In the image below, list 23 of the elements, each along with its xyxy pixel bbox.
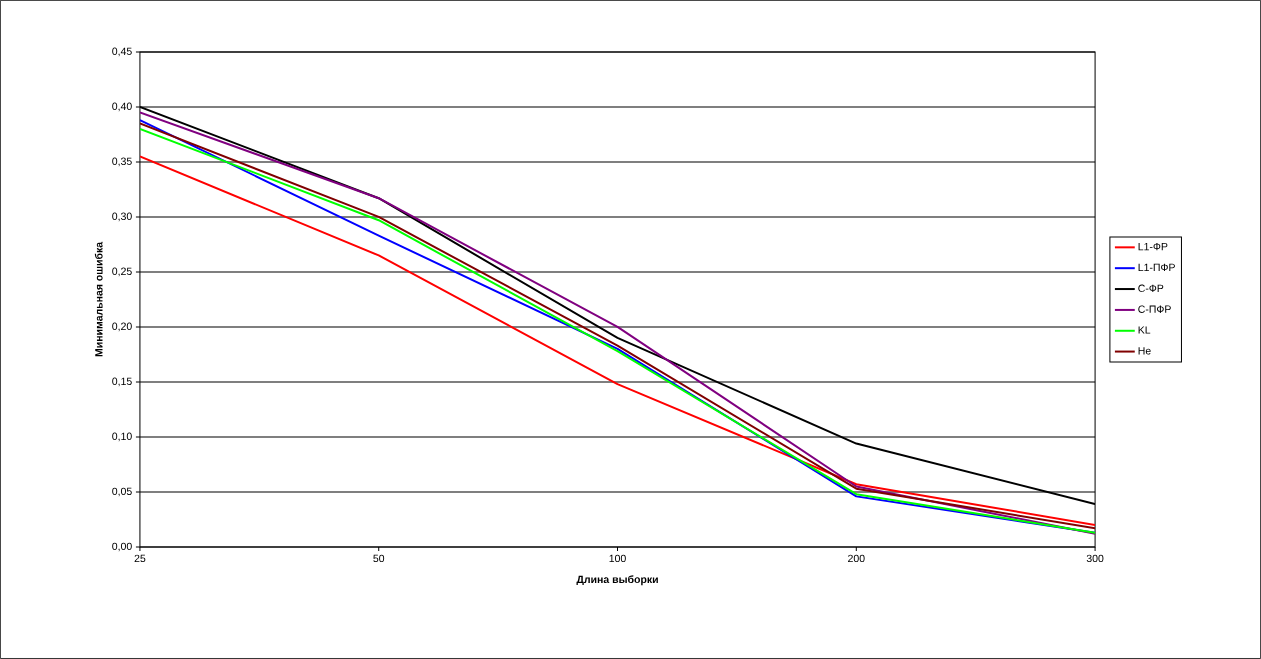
y-tick-label: 0,30	[112, 212, 132, 222]
y-tick-label: 0,05	[112, 487, 132, 497]
y-tick-label: 0,10	[112, 432, 132, 442]
y-tick-label: 0,40	[112, 102, 132, 112]
x-tick-label: 100	[609, 554, 626, 563]
y-tick-label: 0,15	[112, 377, 132, 387]
legend-label: C-ПФР	[1138, 305, 1171, 313]
y-tick-label: 0,35	[112, 157, 132, 167]
legend-label: He	[1138, 347, 1151, 355]
x-tick-label: 50	[373, 554, 385, 563]
y-tick-label: 0,45	[112, 47, 132, 57]
y-axis-title: Минимальная ошибка	[94, 241, 103, 357]
legend-label: KL	[1138, 326, 1151, 334]
x-axis-title: Длина выборки	[576, 575, 658, 586]
y-tick-label: 0,25	[112, 267, 132, 277]
y-tick-label: 0,00	[112, 542, 132, 552]
x-tick-label: 25	[134, 554, 146, 563]
y-tick-label: 0,20	[112, 322, 132, 332]
x-tick-label: 300	[1086, 554, 1104, 563]
x-tick-label: 200	[848, 554, 865, 563]
legend-label: L1-ФР	[1138, 242, 1168, 251]
legend-label: L1-ПФР	[1138, 263, 1175, 272]
legend-label: C-ФР	[1138, 284, 1164, 293]
